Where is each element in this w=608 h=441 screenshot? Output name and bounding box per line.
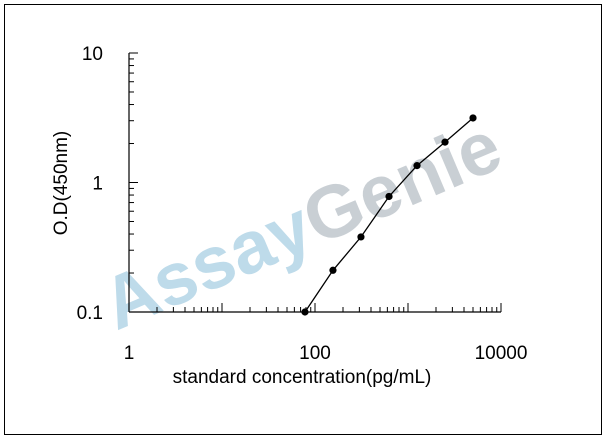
y-tick-label: 1 [92, 174, 103, 195]
data-point [469, 114, 477, 122]
x-axis-title: standard concentration(pg/mL) [173, 367, 432, 388]
data-point [357, 233, 365, 241]
data-point [301, 308, 309, 316]
data-point [329, 266, 337, 274]
y-tick-label: 10 [82, 44, 103, 65]
watermark-part1: Assay [90, 184, 323, 346]
x-tick-label: 1 [124, 343, 135, 364]
series-layer [301, 114, 477, 316]
y-tick-label: 0.1 [77, 303, 103, 324]
data-point [385, 192, 393, 201]
watermark: AssayGenie [90, 104, 512, 346]
x-tick-label: 100 [299, 343, 331, 364]
x-axis-ticks: 1 100 10000 [124, 303, 528, 364]
chart-frame [4, 4, 602, 435]
watermark-text: AssayGenie [90, 104, 512, 346]
data-point [441, 138, 449, 146]
data-point [413, 162, 421, 170]
y-axis-ticks: 0.1 1 10 [77, 44, 138, 324]
y-axis-title: O.D(450nm) [51, 131, 72, 236]
x-tick-label: 10000 [475, 343, 528, 364]
